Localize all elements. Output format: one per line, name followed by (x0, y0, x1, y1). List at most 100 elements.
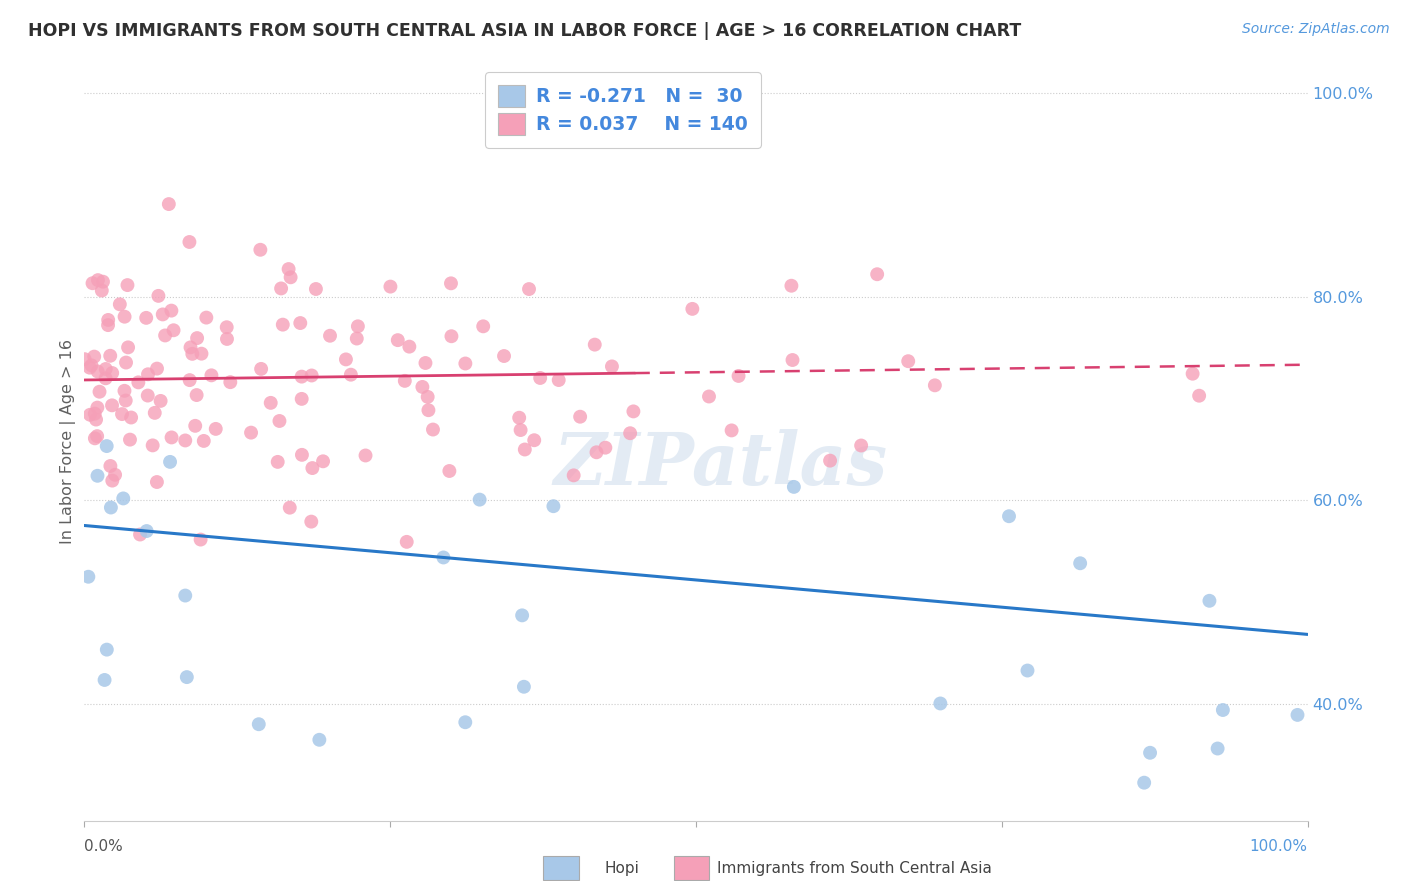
Point (267, 455, 290, 469)
Point (101, 366, 124, 380)
FancyBboxPatch shape (673, 856, 710, 880)
Point (101, 474, 124, 488)
Point (780, 278, 803, 293)
Legend: R = -0.271   N =  30, R = 0.037    N = 140: R = -0.271 N = 30, R = 0.037 N = 140 (485, 72, 761, 148)
Point (84, 412, 107, 426)
Point (179, 235, 201, 249)
Point (727, 368, 749, 383)
Point (387, 333, 409, 347)
Point (250, 362, 273, 376)
Point (136, 388, 159, 402)
Point (562, 468, 585, 483)
Point (73, 352, 96, 367)
Point (924, 378, 946, 392)
Point (1212, 703, 1234, 717)
Text: Hopi: Hopi (605, 862, 640, 876)
Point (472, 319, 495, 334)
Point (782, 353, 804, 368)
Point (142, 438, 165, 452)
Point (569, 409, 592, 424)
Point (319, 328, 342, 343)
Point (157, 197, 180, 211)
Point (204, 422, 226, 436)
Point (135, 310, 157, 325)
Point (517, 282, 540, 296)
Point (492, 349, 515, 363)
Point (174, 589, 197, 603)
Point (82, 277, 104, 291)
Point (720, 424, 742, 438)
Point (186, 331, 208, 345)
Point (998, 509, 1021, 524)
Point (149, 393, 172, 408)
Point (543, 499, 565, 513)
Point (415, 356, 437, 370)
Point (595, 441, 617, 455)
Point (529, 371, 551, 385)
Point (291, 392, 314, 406)
Point (509, 423, 531, 437)
Point (1017, 664, 1039, 678)
Text: ZIPatlas: ZIPatlas (554, 429, 887, 500)
Point (115, 355, 138, 369)
Point (291, 369, 314, 384)
Point (148, 289, 170, 303)
Point (135, 524, 157, 538)
Point (117, 278, 139, 293)
Point (340, 368, 363, 382)
Point (897, 354, 920, 368)
Point (290, 316, 312, 330)
Point (190, 346, 212, 360)
Point (280, 270, 302, 285)
Point (439, 464, 461, 478)
Point (152, 307, 174, 321)
Point (547, 373, 569, 387)
Point (380, 279, 402, 293)
Point (513, 680, 536, 694)
FancyBboxPatch shape (543, 856, 579, 880)
Point (513, 442, 536, 457)
Point (104, 467, 127, 482)
Point (96, 439, 118, 453)
Point (681, 301, 703, 316)
Point (79, 360, 101, 375)
Point (86, 364, 108, 378)
Text: Source: ZipAtlas.com: Source: ZipAtlas.com (1241, 22, 1389, 37)
Text: Immigrants from South Central Asia: Immigrants from South Central Asia (717, 862, 993, 876)
Point (299, 515, 322, 529)
Point (89, 384, 111, 399)
Point (866, 267, 889, 281)
Point (585, 445, 607, 459)
Point (114, 310, 136, 324)
Point (200, 368, 222, 383)
Point (247, 717, 270, 731)
Point (86, 401, 108, 415)
Point (136, 368, 159, 382)
Point (1286, 707, 1309, 722)
Point (697, 389, 720, 403)
Point (301, 461, 323, 475)
Point (271, 318, 294, 332)
Point (176, 670, 198, 684)
Point (143, 406, 166, 420)
Point (600, 359, 623, 374)
Point (179, 373, 201, 387)
Text: 0.0%: 0.0% (84, 839, 124, 854)
Point (395, 534, 418, 549)
Point (523, 434, 546, 448)
Point (97, 318, 120, 332)
Point (111, 407, 134, 421)
Point (416, 390, 439, 404)
Point (77, 570, 100, 584)
Point (411, 380, 433, 394)
Point (291, 448, 314, 462)
Point (1069, 556, 1091, 570)
Point (114, 393, 136, 408)
Point (174, 434, 197, 448)
Point (97, 313, 120, 327)
Point (240, 425, 263, 440)
Point (83, 350, 105, 364)
Point (96, 642, 118, 657)
Point (160, 430, 183, 444)
Point (277, 262, 299, 277)
